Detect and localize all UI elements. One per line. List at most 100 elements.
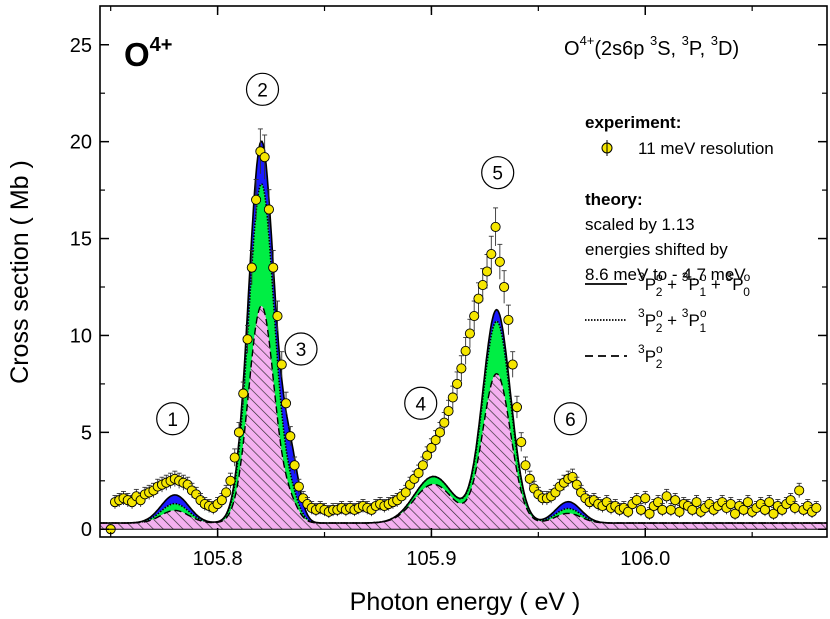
data-point — [490, 221, 501, 232]
theory-fill-areas — [100, 141, 827, 530]
data-point — [494, 256, 505, 267]
legend-theory-line: energies shifted by — [585, 240, 728, 259]
data-point — [623, 506, 634, 517]
data-point — [400, 487, 411, 498]
y-axis-label: Cross section ( Mb ) — [6, 160, 34, 384]
data-point — [524, 473, 535, 484]
data-point — [434, 427, 446, 438]
data-point — [417, 460, 428, 471]
data-point — [473, 293, 484, 304]
legend-series-solid: 3Po 2 + 3Po 1 + 3Po 0 — [638, 270, 751, 299]
data-point — [653, 497, 664, 508]
data-point — [811, 502, 822, 513]
legend: experiment: 11 meV resolution theory: sc… — [585, 113, 774, 371]
theory-curve-dashed — [100, 305, 827, 524]
data-point — [276, 359, 287, 370]
chart-title: O4+ — [124, 34, 172, 73]
legend-theory-header: theory: — [585, 190, 643, 209]
data-point — [768, 508, 779, 519]
data-point — [229, 452, 240, 463]
legend-series-dotted: 3Po 2 + 3Po 1 — [638, 306, 707, 335]
data-point — [251, 194, 262, 205]
peak-label-circle — [245, 72, 280, 106]
data-point — [764, 497, 775, 508]
data-point — [216, 495, 227, 506]
x-tick-label: 106.0 — [620, 548, 670, 570]
data-point — [516, 436, 527, 448]
y-tick-label: 10 — [70, 325, 92, 347]
data-point — [268, 262, 279, 273]
data-point — [460, 345, 471, 357]
peak-label-circle — [284, 332, 318, 366]
data-point — [477, 280, 488, 291]
peak-label: 6 — [565, 410, 576, 431]
data-point — [481, 266, 493, 277]
data-point — [469, 311, 480, 322]
theory-curves — [100, 140, 827, 524]
data-point — [759, 504, 771, 515]
data-point — [456, 363, 467, 374]
data-point — [670, 495, 681, 506]
x-tick-label: 105.9 — [406, 548, 456, 570]
peak-label-circle — [404, 386, 438, 420]
data-point — [280, 398, 292, 409]
theory-curve-solid — [100, 140, 827, 524]
data-point — [794, 485, 805, 496]
y-tick-label: 25 — [70, 35, 92, 57]
y-tick-label: 5 — [81, 422, 92, 444]
experiment-points — [105, 128, 822, 535]
blue-band — [100, 141, 827, 524]
data-point — [511, 402, 523, 413]
data-point — [507, 359, 518, 370]
y-tick-label: 20 — [70, 132, 92, 154]
data-point — [447, 392, 458, 403]
x-axis-label: Photon energy ( eV ) — [350, 588, 581, 616]
data-point — [225, 475, 236, 486]
data-point — [657, 504, 668, 515]
data-point — [221, 487, 232, 498]
y-tick-label: 15 — [70, 229, 92, 251]
legend-experiment-label: 11 meV resolution — [638, 139, 774, 158]
data-point — [635, 504, 647, 515]
plot-frame — [99, 5, 828, 538]
data-point — [789, 502, 800, 513]
config-annotation: O4+(2s6p 3S, 3P, 3D) — [564, 33, 739, 60]
peak-label-circle — [553, 402, 588, 436]
hatched-area — [100, 306, 827, 530]
legend-series-dashed: 3Po 2 — [638, 342, 663, 371]
legend-theory-line: scaled by 1.13 — [585, 215, 695, 234]
data-point — [242, 334, 253, 345]
y-tick-label: 0 — [81, 519, 92, 541]
data-point — [452, 378, 463, 389]
data-point — [661, 491, 672, 502]
data-point — [785, 495, 796, 506]
peak-label: 4 — [415, 394, 426, 415]
green-band — [100, 184, 827, 523]
data-point — [464, 328, 475, 339]
data-point — [640, 493, 651, 504]
data-point — [730, 508, 741, 519]
data-point — [246, 262, 257, 273]
peak-labels: 1 2 3 4 5 6 — [156, 72, 588, 436]
peak-label: 3 — [296, 340, 307, 361]
peak-label-circle — [481, 156, 515, 190]
legend-experiment-header: experiment: — [585, 113, 681, 132]
data-point — [293, 481, 304, 492]
data-point — [443, 405, 454, 417]
peak-label-circle — [156, 402, 190, 436]
peak-label: 1 — [167, 410, 178, 431]
data-point — [285, 431, 296, 442]
data-point — [272, 311, 283, 322]
x-tick-label: 105.8 — [193, 548, 243, 570]
data-point — [238, 388, 249, 399]
data-point — [233, 427, 245, 438]
data-point — [520, 460, 531, 471]
legend-theory-line: 8.6 meV to - 4.7 meV — [585, 265, 746, 284]
data-point — [263, 204, 274, 215]
peak-label: 5 — [492, 164, 503, 185]
data-point — [499, 281, 510, 293]
data-point — [674, 506, 685, 517]
data-point — [665, 504, 676, 515]
